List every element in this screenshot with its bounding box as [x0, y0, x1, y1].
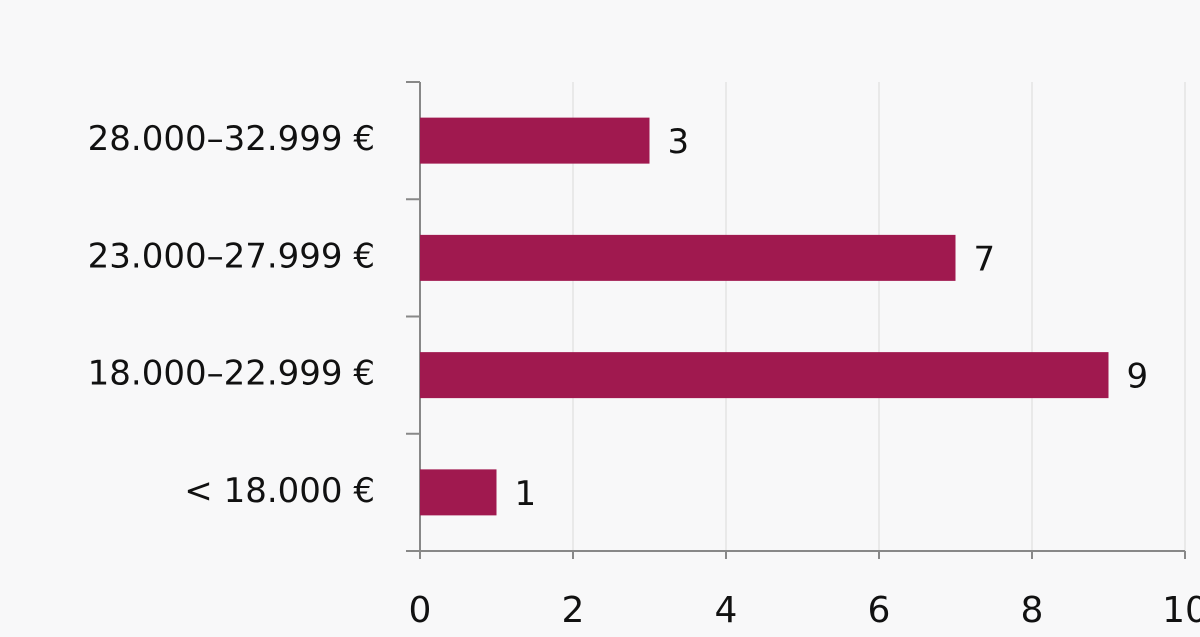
x-tick-label: 0 [409, 590, 432, 631]
x-tick-label: 6 [868, 590, 891, 631]
bar [420, 117, 650, 164]
data-label: 7 [974, 239, 996, 279]
data-label: 9 [1127, 357, 1149, 397]
y-tick-label: 28.000–32.999 € [88, 119, 375, 159]
data-label: 3 [668, 122, 690, 162]
y-tick-label: < 18.000 € [184, 471, 375, 511]
bar [420, 352, 1109, 399]
x-tick-label: 8 [1021, 590, 1044, 631]
data-label: 1 [515, 474, 537, 514]
bar [420, 234, 956, 281]
x-tick-label: 4 [715, 590, 738, 631]
bar [420, 469, 497, 516]
y-tick-label: 23.000–27.999 € [88, 236, 375, 276]
x-tick-label: 10 [1162, 590, 1200, 631]
x-tick-label: 2 [562, 590, 585, 631]
y-tick-label: 18.000–22.999 € [88, 354, 375, 394]
